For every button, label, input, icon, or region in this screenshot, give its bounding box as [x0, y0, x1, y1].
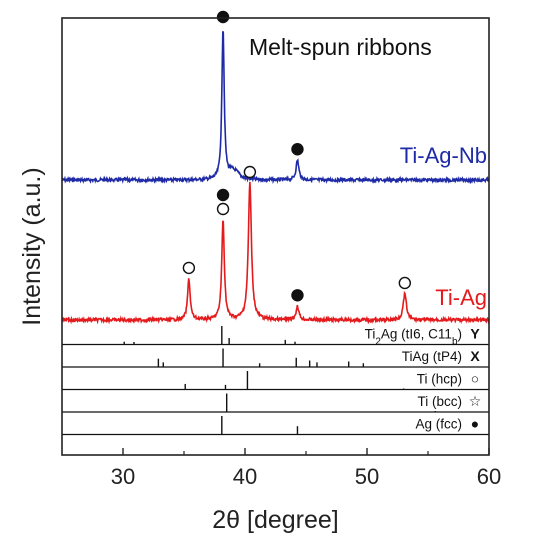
x-tick-label: 50 [355, 464, 379, 489]
reference-label-bg [384, 372, 466, 389]
x-axis-label: 2θ [degree] [212, 506, 339, 534]
peak-marker-filled-circle [291, 289, 304, 302]
spectrum-line-ti-ag [61, 181, 490, 325]
reference-label-bg [384, 394, 466, 411]
peak-marker-open-circle [182, 261, 196, 275]
series-labels-group: Ti-Ag-Nb Ti-Ag [400, 143, 487, 310]
peak-marker-filled-circle [291, 143, 304, 156]
reference-marker-symbol: ☆ [469, 393, 482, 409]
peak-marker-filled-circle [216, 188, 230, 202]
peak-marker-open-circle [398, 276, 412, 290]
x-tick-label: 60 [477, 464, 501, 489]
reference-marker-symbol: ● [471, 416, 479, 432]
reference-label: TiAg (tP4) [402, 349, 462, 364]
x-tick-label: 40 [233, 464, 257, 489]
peak-marker-open-circle [216, 202, 230, 216]
peak-marker-open-circle [243, 165, 257, 179]
plot-frame [61, 17, 490, 456]
series-label-ti-ag-nb: Ti-Ag-Nb [400, 143, 487, 168]
reference-patterns-group: Ti2Ag (tI6, C11b) Y TiAg (tP4) X Ti (hcp) ○ Ti… [62, 326, 489, 436]
spectra-group [61, 31, 490, 325]
reference-label: Ti (hcp) [417, 372, 462, 387]
y-axis-label: Intensity (a.u.) [18, 167, 46, 325]
peak-marker-filled-circle [216, 10, 230, 24]
reference-label-bg [384, 349, 466, 366]
reference-label-bg [315, 327, 466, 344]
reference-marker-symbol: X [470, 348, 480, 364]
reference-marker-symbol: ○ [471, 371, 479, 387]
spectrum-line-ti-ag-nb [61, 31, 490, 185]
reference-label: Ti2Ag (tI6, C11b) [365, 327, 462, 348]
peak-markers-group [182, 10, 412, 302]
reference-label-bg [384, 417, 466, 434]
reference-marker-symbol: Y [470, 326, 480, 342]
series-label-ti-ag: Ti-Ag [435, 285, 487, 310]
x-ticks-group: 30 40 50 60 [111, 448, 501, 489]
chart-title: Melt-spun ribbons [249, 34, 432, 60]
reference-label: Ag (fcc) [415, 417, 462, 432]
x-tick-label: 30 [111, 464, 135, 489]
reference-label: Ti (bcc) [418, 394, 463, 409]
